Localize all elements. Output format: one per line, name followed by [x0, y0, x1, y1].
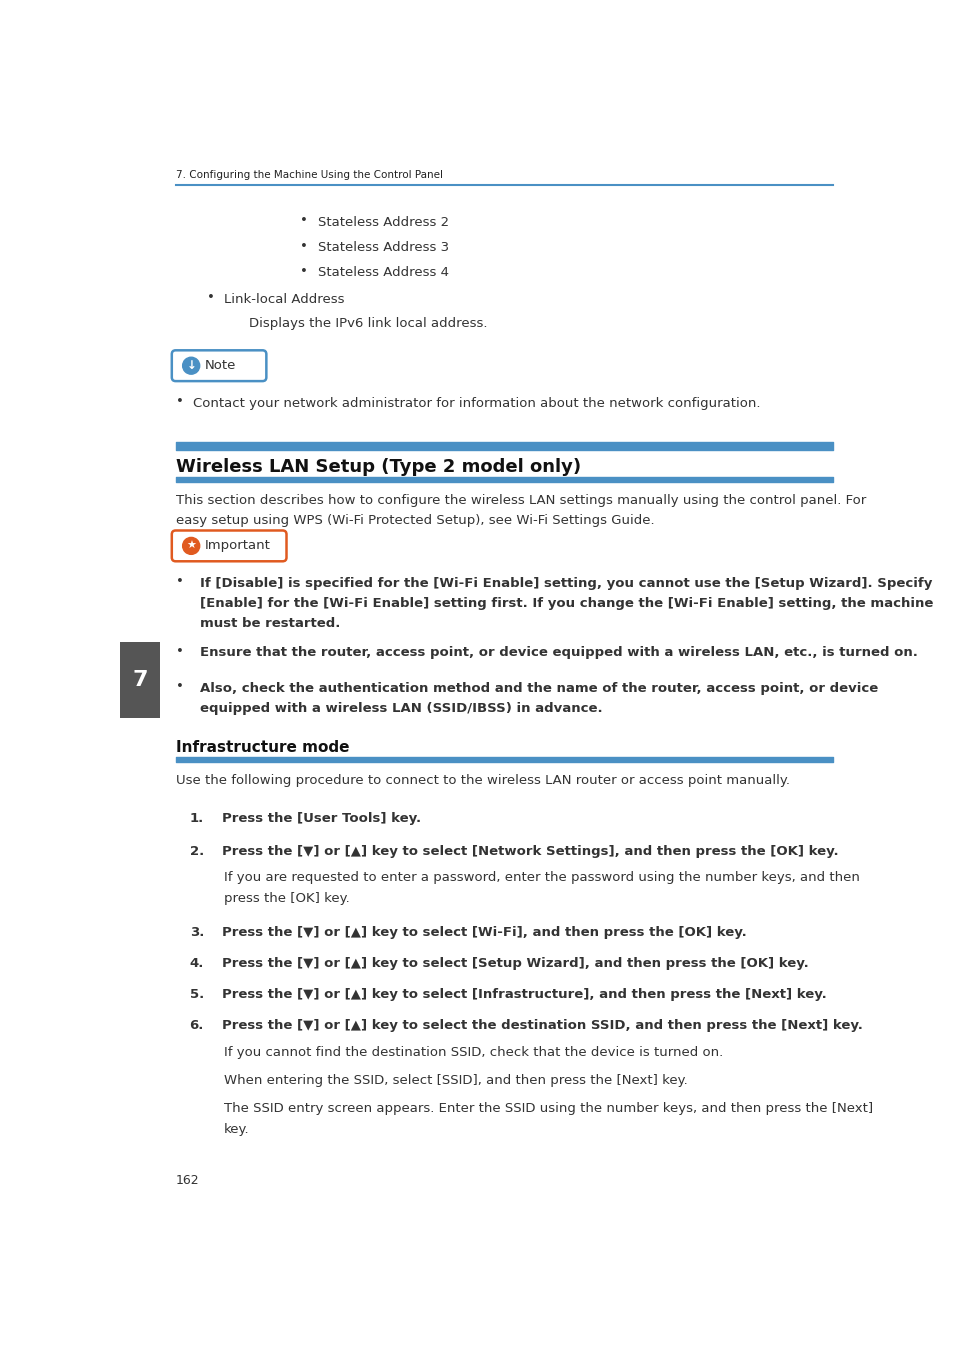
FancyBboxPatch shape: [172, 530, 287, 562]
Text: •: •: [300, 214, 309, 227]
Text: Press the [▼] or [▲] key to select [Wi-Fi], and then press the [OK] key.: Press the [▼] or [▲] key to select [Wi-F…: [222, 926, 747, 940]
Text: Infrastructure mode: Infrastructure mode: [175, 740, 349, 755]
Text: •: •: [300, 265, 309, 277]
Bar: [120, 642, 160, 718]
FancyBboxPatch shape: [172, 351, 267, 381]
Text: If [Disable] is specified for the [Wi-Fi Enable] setting, you cannot use the [Se: If [Disable] is specified for the [Wi-Fi…: [200, 577, 933, 590]
Text: ★: ★: [186, 541, 197, 551]
Text: Press the [▼] or [▲] key to select [Setup Wizard], and then press the [OK] key.: Press the [▼] or [▲] key to select [Setu…: [222, 957, 809, 970]
Text: •: •: [300, 239, 309, 253]
Text: Contact your network administrator for information about the network configurati: Contact your network administrator for i…: [193, 397, 760, 409]
Text: Displays the IPv6 link local address.: Displays the IPv6 link local address.: [249, 317, 488, 330]
Text: Press the [▼] or [▲] key to select the destination SSID, and then press the [Nex: Press the [▼] or [▲] key to select the d…: [222, 1019, 863, 1032]
Text: When entering the SSID, select [SSID], and then press the [Next] key.: When entering the SSID, select [SSID], a…: [223, 1074, 688, 1087]
Text: Note: Note: [204, 359, 236, 373]
Text: •: •: [175, 680, 183, 694]
Text: easy setup using WPS (Wi-Fi Protected Setup), see Wi-Fi Settings Guide.: easy setup using WPS (Wi-Fi Protected Se…: [175, 514, 654, 528]
Text: Also, check the authentication method and the name of the router, access point, : Also, check the authentication method an…: [200, 681, 878, 695]
Text: Ensure that the router, access point, or device equipped with a wireless LAN, et: Ensure that the router, access point, or…: [200, 646, 919, 660]
Text: •: •: [175, 645, 183, 657]
Text: must be restarted.: must be restarted.: [200, 617, 340, 630]
Text: ↓: ↓: [186, 359, 196, 373]
Text: [Enable] for the [Wi-Fi Enable] setting first. If you change the [Wi-Fi Enable] : [Enable] for the [Wi-Fi Enable] setting …: [200, 597, 934, 609]
Circle shape: [182, 537, 199, 555]
Text: Wireless LAN Setup (Type 2 model only): Wireless LAN Setup (Type 2 model only): [175, 458, 581, 476]
Text: Important: Important: [204, 540, 270, 552]
Text: 6.: 6.: [190, 1019, 204, 1032]
Text: Press the [▼] or [▲] key to select [Infrastructure], and then press the [Next] k: Press the [▼] or [▲] key to select [Infr…: [222, 987, 827, 1001]
Text: 1.: 1.: [190, 812, 204, 826]
Text: key.: key.: [223, 1123, 249, 1137]
Text: Press the [▼] or [▲] key to select [Network Settings], and then press the [OK] k: Press the [▼] or [▲] key to select [Netw…: [222, 845, 839, 858]
Text: Stateless Address 3: Stateless Address 3: [317, 241, 449, 254]
Text: The SSID entry screen appears. Enter the SSID using the number keys, and then pr: The SSID entry screen appears. Enter the…: [223, 1102, 873, 1115]
Text: 7. Configuring the Machine Using the Control Panel: 7. Configuring the Machine Using the Con…: [175, 170, 443, 180]
Text: 3.: 3.: [190, 926, 204, 940]
Circle shape: [182, 358, 199, 374]
Text: Stateless Address 2: Stateless Address 2: [317, 216, 449, 228]
Text: •: •: [175, 394, 183, 408]
Text: press the [OK] key.: press the [OK] key.: [223, 892, 349, 906]
Text: 2.: 2.: [190, 845, 204, 858]
Text: If you cannot find the destination SSID, check that the device is turned on.: If you cannot find the destination SSID,…: [223, 1046, 723, 1059]
Text: Use the following procedure to connect to the wireless LAN router or access poin: Use the following procedure to connect t…: [175, 774, 789, 787]
Text: •: •: [175, 575, 183, 589]
Text: 162: 162: [175, 1174, 199, 1187]
Text: equipped with a wireless LAN (SSID/IBSS) in advance.: equipped with a wireless LAN (SSID/IBSS)…: [200, 702, 603, 714]
Text: 5.: 5.: [190, 987, 204, 1001]
Text: Link-local Address: Link-local Address: [224, 292, 345, 306]
Text: 7: 7: [132, 670, 148, 690]
Text: If you are requested to enter a password, enter the password using the number ke: If you are requested to enter a password…: [223, 870, 859, 884]
Text: Stateless Address 4: Stateless Address 4: [317, 267, 449, 279]
Text: 4.: 4.: [190, 957, 204, 970]
Text: Press the [User Tools] key.: Press the [User Tools] key.: [222, 812, 421, 826]
Text: •: •: [207, 291, 216, 305]
Text: This section describes how to configure the wireless LAN settings manually using: This section describes how to configure …: [175, 495, 866, 507]
